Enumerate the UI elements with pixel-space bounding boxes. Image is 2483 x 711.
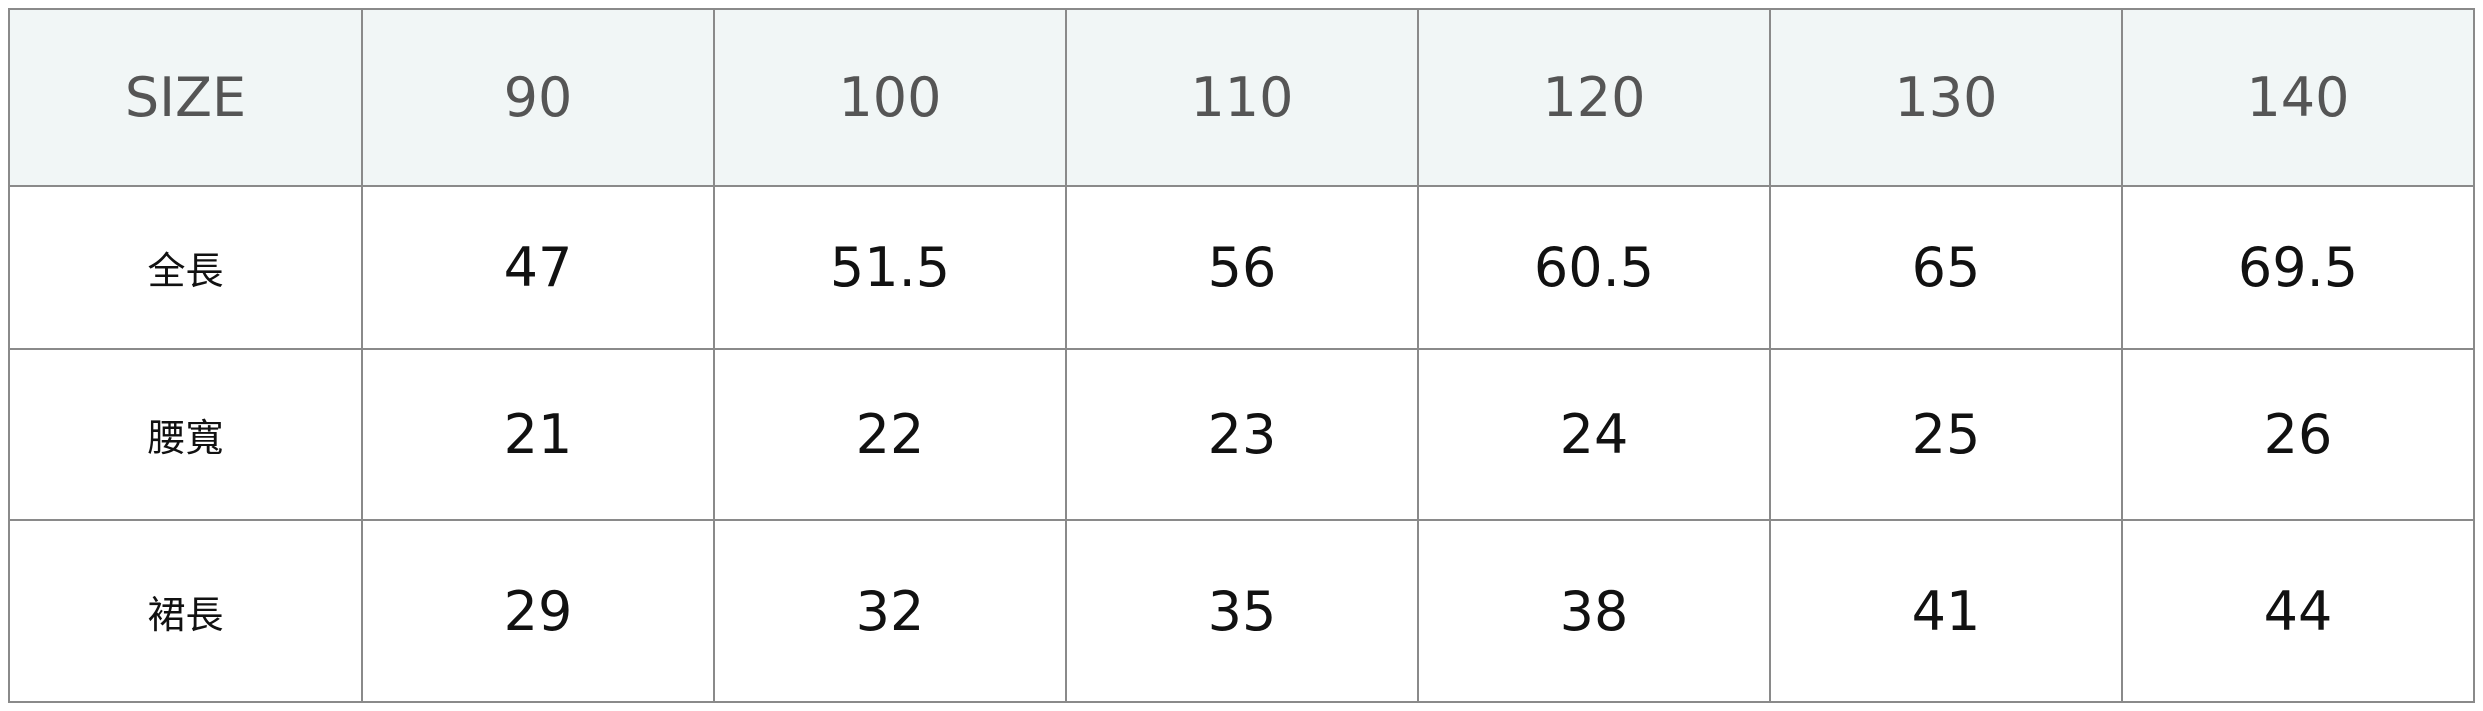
cell: 47	[361, 185, 715, 350]
cell: 41	[1769, 519, 2123, 703]
cell: 51.5	[713, 185, 1067, 350]
table-row: 裙長 29 32 35 38 41 44	[8, 519, 2475, 703]
cell: 24	[1417, 348, 1771, 521]
cell: 38	[1417, 519, 1771, 703]
header-120: 120	[1417, 8, 1771, 187]
cell: 22	[713, 348, 1067, 521]
cell: 60.5	[1417, 185, 1771, 350]
header-size: SIZE	[8, 8, 363, 187]
cell: 29	[361, 519, 715, 703]
cell: 35	[1065, 519, 1419, 703]
cell: 69.5	[2121, 185, 2475, 350]
header-140: 140	[2121, 8, 2475, 187]
cell: 32	[713, 519, 1067, 703]
cell: 65	[1769, 185, 2123, 350]
cell: 21	[361, 348, 715, 521]
cell: 26	[2121, 348, 2475, 521]
size-chart-table: SIZE 90 100 110 120 130 140 全長 47 51.5 5…	[8, 8, 2475, 703]
table-row: 腰寬 21 22 23 24 25 26	[8, 348, 2475, 521]
header-110: 110	[1065, 8, 1419, 187]
cell: 25	[1769, 348, 2123, 521]
cell: 23	[1065, 348, 1419, 521]
row-label: 腰寬	[8, 348, 363, 521]
header-100: 100	[713, 8, 1067, 187]
header-90: 90	[361, 8, 715, 187]
header-row: SIZE 90 100 110 120 130 140	[8, 8, 2475, 187]
header-130: 130	[1769, 8, 2123, 187]
cell: 56	[1065, 185, 1419, 350]
cell: 44	[2121, 519, 2475, 703]
table-row: 全長 47 51.5 56 60.5 65 69.5	[8, 185, 2475, 350]
row-label: 全長	[8, 185, 363, 350]
row-label: 裙長	[8, 519, 363, 703]
